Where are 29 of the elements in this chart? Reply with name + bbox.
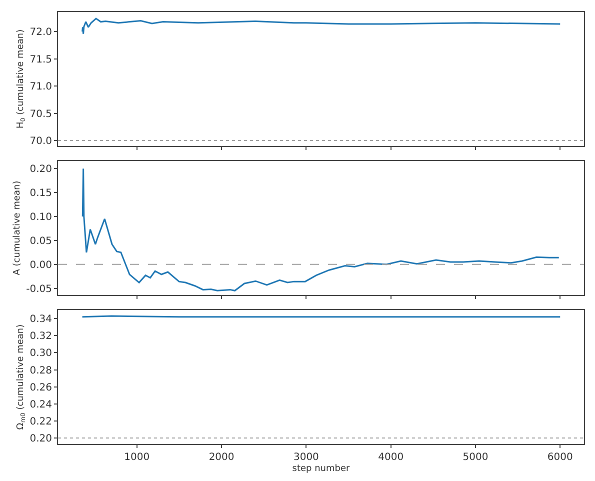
y-tick-label: 0.34 — [30, 314, 52, 326]
y-tick-label: 70.0 — [30, 136, 52, 147]
y-tick-label: 0.10 — [30, 212, 52, 224]
x-tick-label: 6000 — [547, 452, 573, 463]
y-tick-label: -0.05 — [26, 284, 52, 295]
y-tick-label: 0.32 — [30, 331, 52, 342]
y-tick-label: 0.22 — [30, 416, 52, 428]
line-series — [82, 168, 560, 292]
y-tick-label: 0.30 — [30, 348, 52, 360]
y-tick-label: 0.24 — [30, 399, 52, 410]
y-tick-label: 0.26 — [30, 382, 52, 394]
y-axis-title: A (cumulative mean) — [12, 180, 22, 276]
y-tick-label: 0.28 — [30, 365, 52, 376]
x-tick-label: 5000 — [462, 452, 488, 463]
x-axis-title: step number — [292, 464, 350, 474]
y-tick-label: 71.5 — [30, 54, 52, 66]
y-tick-label: 71.0 — [30, 82, 52, 93]
y-tick-label: 70.5 — [30, 108, 52, 120]
y-tick-label: 72.0 — [30, 27, 52, 38]
y-tick-label: 0.20 — [30, 434, 52, 445]
x-tick-label: 3000 — [293, 452, 319, 463]
x-tick-label: 4000 — [378, 452, 404, 463]
x-tick-label: 1000 — [124, 452, 150, 463]
y-tick-label: 0.15 — [30, 188, 52, 200]
y-tick-label: 0.00 — [30, 260, 52, 271]
y-tick-label: 0.20 — [30, 164, 52, 176]
line-series — [82, 18, 561, 35]
x-tick-label: 2000 — [208, 452, 234, 463]
y-tick-label: 0.05 — [30, 236, 52, 247]
